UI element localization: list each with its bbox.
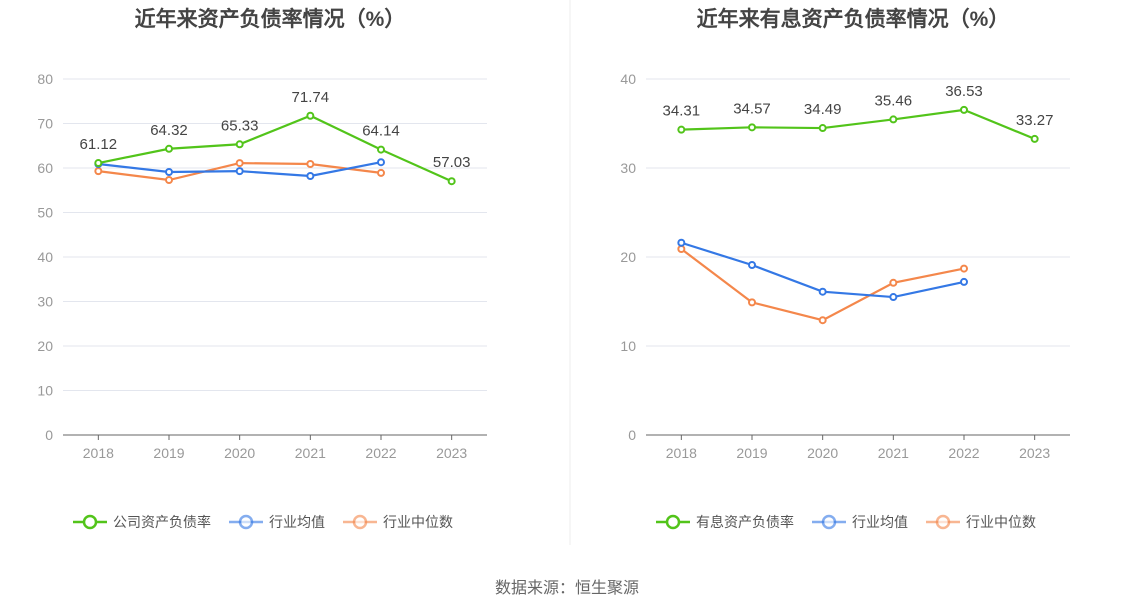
y-tick-label: 80 (37, 71, 53, 87)
data-point (1030, 134, 1039, 143)
data-point (960, 264, 968, 273)
data-point (165, 168, 173, 177)
legend-label: 行业均值 (852, 514, 908, 530)
data-point (677, 125, 686, 134)
data-point (818, 124, 827, 133)
y-tick-label: 30 (620, 160, 636, 176)
y-tick-label: 0 (45, 427, 53, 443)
data-label: 65.33 (221, 117, 259, 134)
y-tick-label: 10 (37, 383, 53, 399)
data-point (677, 244, 686, 253)
x-tick-label: 2020 (807, 445, 838, 461)
legend-item[interactable]: 行业均值 (812, 514, 908, 530)
series-line (680, 248, 965, 322)
data-point (748, 261, 756, 270)
x-tick-label: 2022 (365, 445, 396, 461)
legend-item[interactable]: 有息资产负债率 (656, 514, 794, 530)
x-tick-label: 2022 (948, 445, 979, 461)
x-tick-label: 2019 (153, 445, 184, 461)
x-tick-label: 2021 (878, 445, 909, 461)
y-tick-label: 70 (37, 116, 53, 132)
data-label: 35.46 (875, 92, 913, 109)
data-point (960, 277, 968, 286)
data-point (94, 159, 103, 168)
x-tick-label: 2023 (1019, 445, 1050, 461)
legend-marker (665, 514, 681, 530)
legend-label: 行业中位数 (966, 514, 1036, 530)
legend-marker (352, 514, 368, 530)
chart-title: 近年来资产负债率情况（%） (135, 7, 406, 31)
data-point (306, 111, 315, 120)
data-label: 36.53 (945, 83, 983, 100)
series-line (98, 114, 453, 183)
x-tick-label: 2019 (736, 445, 767, 461)
data-label: 64.32 (150, 122, 188, 139)
data-point (235, 167, 244, 176)
legend-label: 有息资产负债率 (696, 514, 794, 530)
legend-marker (82, 514, 98, 530)
data-point (818, 287, 827, 296)
data-point (447, 177, 456, 186)
y-tick-label: 60 (37, 160, 53, 176)
data-point (377, 168, 385, 177)
y-tick-label: 30 (37, 294, 53, 310)
y-tick-label: 10 (620, 338, 636, 354)
y-tick-label: 0 (628, 427, 636, 443)
y-tick-label: 40 (37, 249, 53, 265)
x-tick-label: 2018 (83, 445, 114, 461)
y-tick-label: 20 (620, 249, 636, 265)
data-point (306, 159, 315, 168)
source-note: 数据来源：恒生聚源 (494, 580, 639, 597)
data-label: 57.03 (433, 154, 471, 171)
x-tick-label: 2021 (295, 445, 326, 461)
data-label: 34.57 (733, 100, 771, 117)
data-point (748, 123, 756, 132)
data-point (889, 293, 898, 302)
data-point (748, 298, 756, 307)
data-point (818, 316, 827, 325)
chart-1: 近年来资产负债率情况（%） 0 10 20 30 40 50 60 70 80 2018 2019 20… (37, 7, 487, 530)
series-line (681, 108, 1036, 140)
data-label: 71.74 (292, 89, 330, 106)
legend-label: 行业均值 (269, 514, 325, 530)
data-point (677, 238, 686, 247)
legend-label: 行业中位数 (383, 514, 453, 530)
legend-label: 公司资产负债率 (113, 514, 211, 530)
data-point (94, 167, 103, 176)
y-tick-label: 50 (37, 205, 53, 221)
data-label: 64.14 (362, 123, 400, 140)
data-point (377, 158, 385, 167)
data-label: 34.31 (663, 103, 701, 120)
data-point (889, 278, 898, 287)
data-point (165, 176, 173, 185)
data-label: 34.49 (804, 101, 842, 118)
legend-marker (821, 514, 837, 530)
data-point (960, 105, 968, 114)
legend-item[interactable]: 行业均值 (229, 514, 325, 530)
x-tick-label: 2020 (224, 445, 255, 461)
chart-2: 近年来有息资产负债率情况（%） 0 10 20 30 40 2018 2019 2020 2021… (620, 7, 1070, 530)
chart-title: 近年来有息资产负债率情况（%） (697, 7, 1010, 31)
legend-marker (935, 514, 951, 530)
data-label: 33.27 (1016, 112, 1054, 129)
legend-item[interactable]: 行业中位数 (926, 514, 1036, 530)
data-point (889, 115, 898, 124)
data-point (306, 172, 315, 181)
data-label: 61.12 (80, 136, 118, 153)
y-tick-label: 40 (620, 71, 636, 87)
legend-item[interactable]: 行业中位数 (343, 514, 453, 530)
x-tick-label: 2018 (666, 445, 697, 461)
data-point (235, 140, 244, 149)
y-tick-label: 20 (37, 338, 53, 354)
data-point (377, 145, 385, 154)
data-point (235, 159, 244, 168)
x-tick-label: 2023 (436, 445, 467, 461)
data-point (165, 144, 173, 153)
legend-item[interactable]: 公司资产负债率 (73, 514, 211, 530)
legend-marker (238, 514, 254, 530)
